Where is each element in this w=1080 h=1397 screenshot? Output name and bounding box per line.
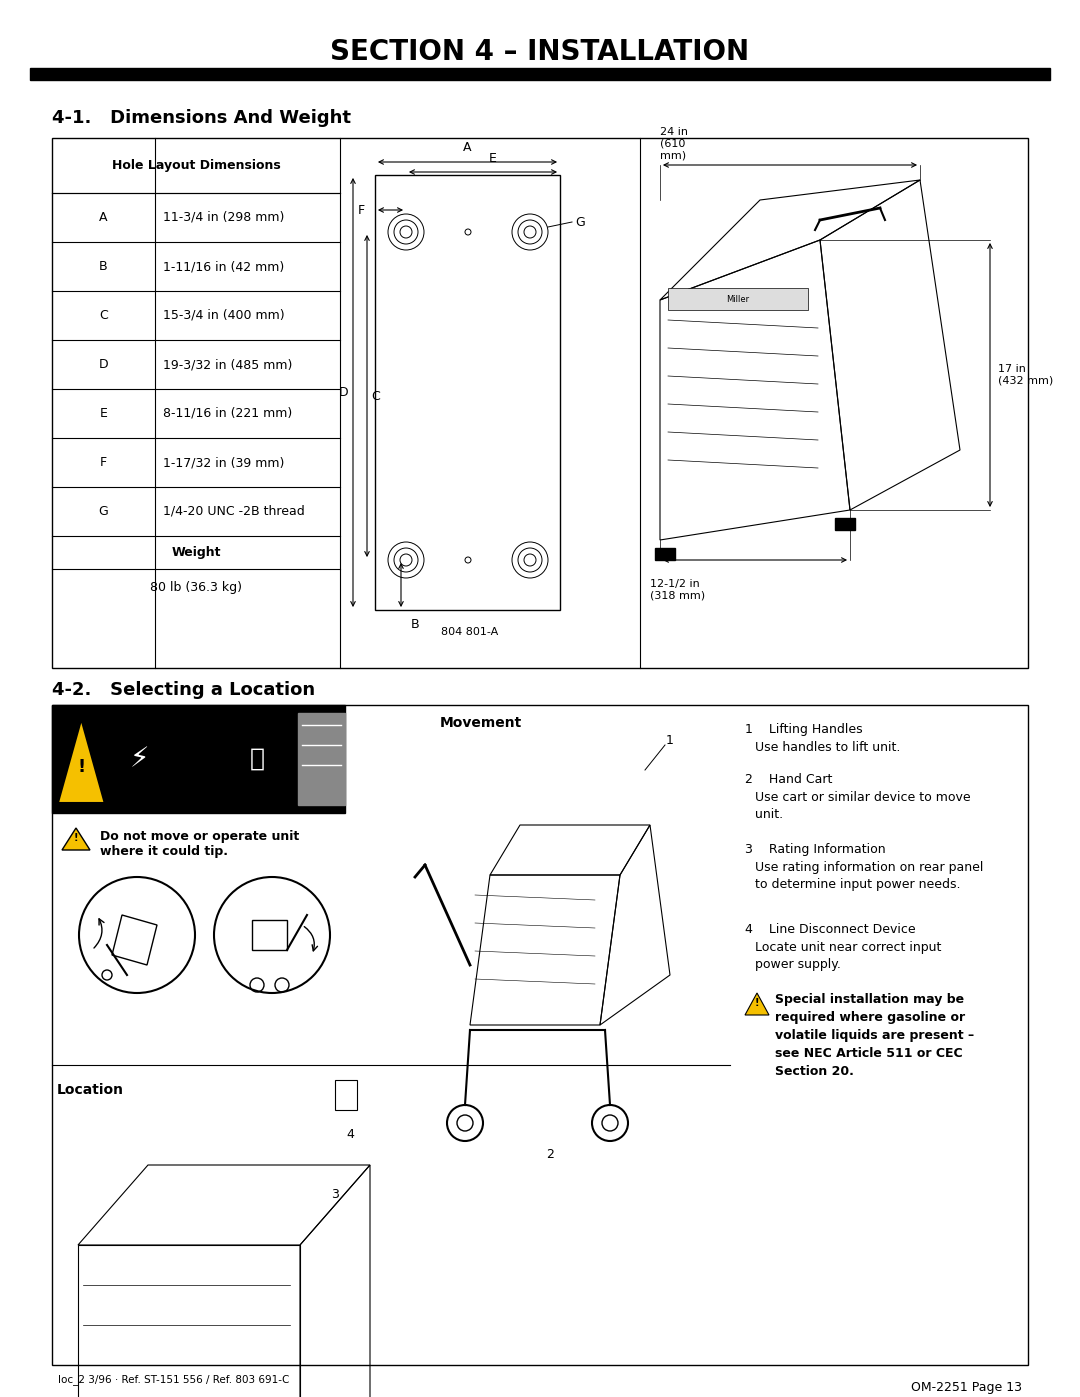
Text: 19-3/32 in (485 mm): 19-3/32 in (485 mm) <box>163 358 293 372</box>
Text: 3: 3 <box>332 1189 339 1201</box>
Text: Miller: Miller <box>727 295 750 303</box>
Text: 80 lb (36.3 kg): 80 lb (36.3 kg) <box>150 581 242 595</box>
Text: C: C <box>99 309 108 321</box>
Text: Locate unit near correct input
power supply.: Locate unit near correct input power sup… <box>755 942 942 971</box>
Text: !: ! <box>73 833 78 842</box>
Text: 2    Hand Cart: 2 Hand Cart <box>745 773 833 787</box>
Text: 4    Line Disconnect Device: 4 Line Disconnect Device <box>745 923 916 936</box>
Text: 11-3/4 in (298 mm): 11-3/4 in (298 mm) <box>163 211 284 224</box>
Text: B: B <box>411 617 420 631</box>
Text: D: D <box>338 386 348 400</box>
Text: 24 in
(610
mm): 24 in (610 mm) <box>660 127 688 161</box>
Text: 🏃: 🏃 <box>249 747 265 771</box>
Text: 4-1.   Dimensions And Weight: 4-1. Dimensions And Weight <box>52 109 351 127</box>
Text: E: E <box>99 407 107 420</box>
Text: loc_2 3/96 · Ref. ST-151 556 / Ref. 803 691-C: loc_2 3/96 · Ref. ST-151 556 / Ref. 803 … <box>58 1375 289 1386</box>
Bar <box>30 68 1050 80</box>
Text: F: F <box>100 455 107 469</box>
Text: 1/4-20 UNC -2B thread: 1/4-20 UNC -2B thread <box>163 504 305 518</box>
Text: Use rating information on rear panel
to determine input power needs.: Use rating information on rear panel to … <box>755 861 984 891</box>
Text: B: B <box>99 260 108 272</box>
Bar <box>375 175 561 610</box>
Text: 1    Lifting Handles: 1 Lifting Handles <box>745 724 863 736</box>
Text: F: F <box>357 204 365 217</box>
Bar <box>52 138 1028 668</box>
Text: A: A <box>99 211 108 224</box>
Bar <box>52 705 345 813</box>
Bar <box>52 705 1028 1365</box>
Text: 12-1/2 in
(318 mm): 12-1/2 in (318 mm) <box>650 580 705 601</box>
Text: C: C <box>372 390 380 402</box>
Polygon shape <box>62 828 90 849</box>
Text: Hole Layout Dimensions: Hole Layout Dimensions <box>111 159 281 172</box>
Text: D: D <box>98 358 108 372</box>
Text: Movement: Movement <box>440 717 523 731</box>
Text: ⚡: ⚡ <box>131 745 150 773</box>
Polygon shape <box>745 993 769 1016</box>
Text: 1-11/16 in (42 mm): 1-11/16 in (42 mm) <box>163 260 284 272</box>
Text: 3    Rating Information: 3 Rating Information <box>745 842 886 856</box>
Text: Weight: Weight <box>172 546 220 559</box>
Text: 17 in
(432 mm): 17 in (432 mm) <box>998 365 1053 386</box>
Text: 2: 2 <box>546 1148 554 1161</box>
Text: Do not move or operate unit
where it could tip.: Do not move or operate unit where it cou… <box>100 830 299 858</box>
Text: 15-3/4 in (400 mm): 15-3/4 in (400 mm) <box>163 309 285 321</box>
Bar <box>654 548 675 560</box>
Text: 1: 1 <box>666 733 674 746</box>
Text: Special installation may be
required where gasoline or
volatile liquids are pres: Special installation may be required whe… <box>775 993 974 1078</box>
Text: Use handles to lift unit.: Use handles to lift unit. <box>755 740 901 754</box>
Text: 8-11/16 in (221 mm): 8-11/16 in (221 mm) <box>163 407 293 420</box>
Text: A: A <box>463 141 472 154</box>
Text: 1-17/32 in (39 mm): 1-17/32 in (39 mm) <box>163 455 284 469</box>
Text: G: G <box>98 504 108 518</box>
Text: 4: 4 <box>346 1129 354 1141</box>
Polygon shape <box>58 719 105 803</box>
Bar <box>298 712 345 805</box>
Text: Location: Location <box>57 1083 124 1097</box>
Text: E: E <box>489 152 497 165</box>
Bar <box>252 921 287 950</box>
Bar <box>335 1080 357 1111</box>
Text: 4-2.   Selecting a Location: 4-2. Selecting a Location <box>52 680 315 698</box>
Text: 804 801-A: 804 801-A <box>442 627 499 637</box>
Text: Use cart or similar device to move
unit.: Use cart or similar device to move unit. <box>755 791 971 821</box>
Text: SECTION 4 – INSTALLATION: SECTION 4 – INSTALLATION <box>330 38 750 66</box>
Text: !: ! <box>755 997 759 1009</box>
Text: OM-2251 Page 13: OM-2251 Page 13 <box>912 1382 1022 1394</box>
Text: G: G <box>575 215 584 229</box>
Text: !: ! <box>78 759 85 775</box>
Bar <box>835 518 855 529</box>
Bar <box>669 288 808 310</box>
Text: 🔥: 🔥 <box>190 745 206 773</box>
